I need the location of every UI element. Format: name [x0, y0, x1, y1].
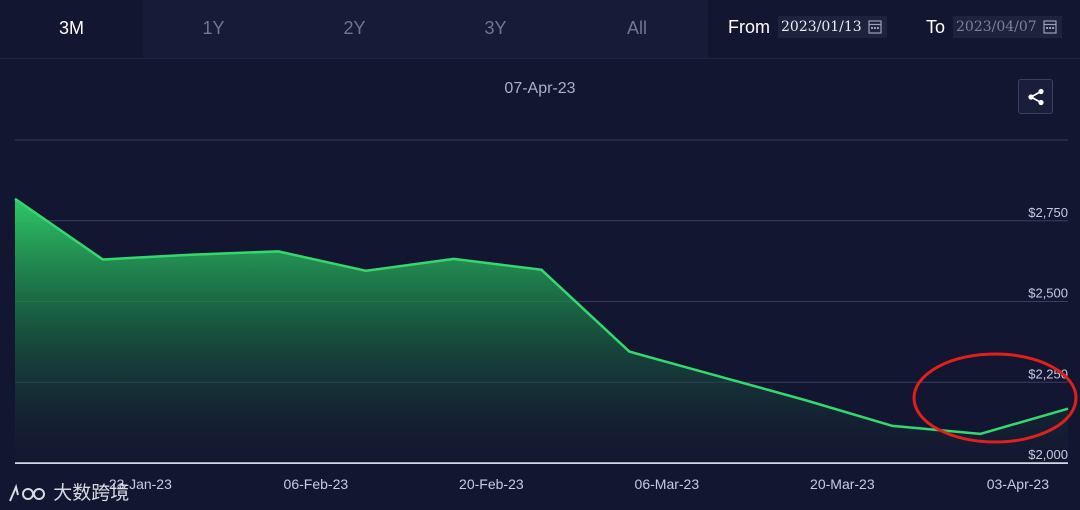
range-tab-3y[interactable]: 3Y [425, 0, 566, 58]
share-icon [1028, 88, 1044, 106]
y-tick-label: $2,000 [1028, 447, 1068, 462]
y-tick-label: $2,500 [1028, 286, 1068, 301]
x-tick-label: 06-Mar-23 [635, 476, 700, 492]
calendar-icon[interactable] [1043, 19, 1057, 34]
x-tick-label: 20-Feb-23 [459, 476, 524, 492]
from-label: From [728, 17, 770, 37]
x-tick-label: 20-Mar-23 [810, 476, 875, 492]
to-label: To [926, 17, 946, 37]
range-tab-1y[interactable]: 1Y [143, 0, 284, 58]
price-area [15, 198, 1068, 464]
highlight-circle [912, 352, 1078, 444]
calendar-icon[interactable] [868, 19, 882, 34]
share-button[interactable] [1018, 79, 1053, 114]
header-divider [0, 58, 1080, 59]
x-tick-label: 23-Jan-23 [109, 476, 172, 492]
x-tick-label: 06-Feb-23 [284, 476, 349, 492]
range-selector: 3M 1Y 2Y 3Y All From To [0, 0, 1080, 58]
watermark-text: 大数跨境 [53, 483, 130, 504]
watermark: 大数跨境 [8, 478, 129, 505]
chart-title: 07-Apr-23 [504, 80, 575, 97]
range-tab-all[interactable]: All [566, 0, 708, 58]
y-tick-label: $2,750 [1028, 205, 1068, 220]
price-line [14, 197, 1069, 436]
watermark-logo-icon [9, 483, 45, 502]
from-date-input[interactable] [778, 16, 887, 38]
x-tick-label: 03-Apr-23 [987, 476, 1049, 492]
to-date-input[interactable] [953, 16, 1062, 38]
range-tab-2y[interactable]: 2Y [284, 0, 425, 58]
range-tab-3m[interactable]: 3M [0, 0, 143, 58]
